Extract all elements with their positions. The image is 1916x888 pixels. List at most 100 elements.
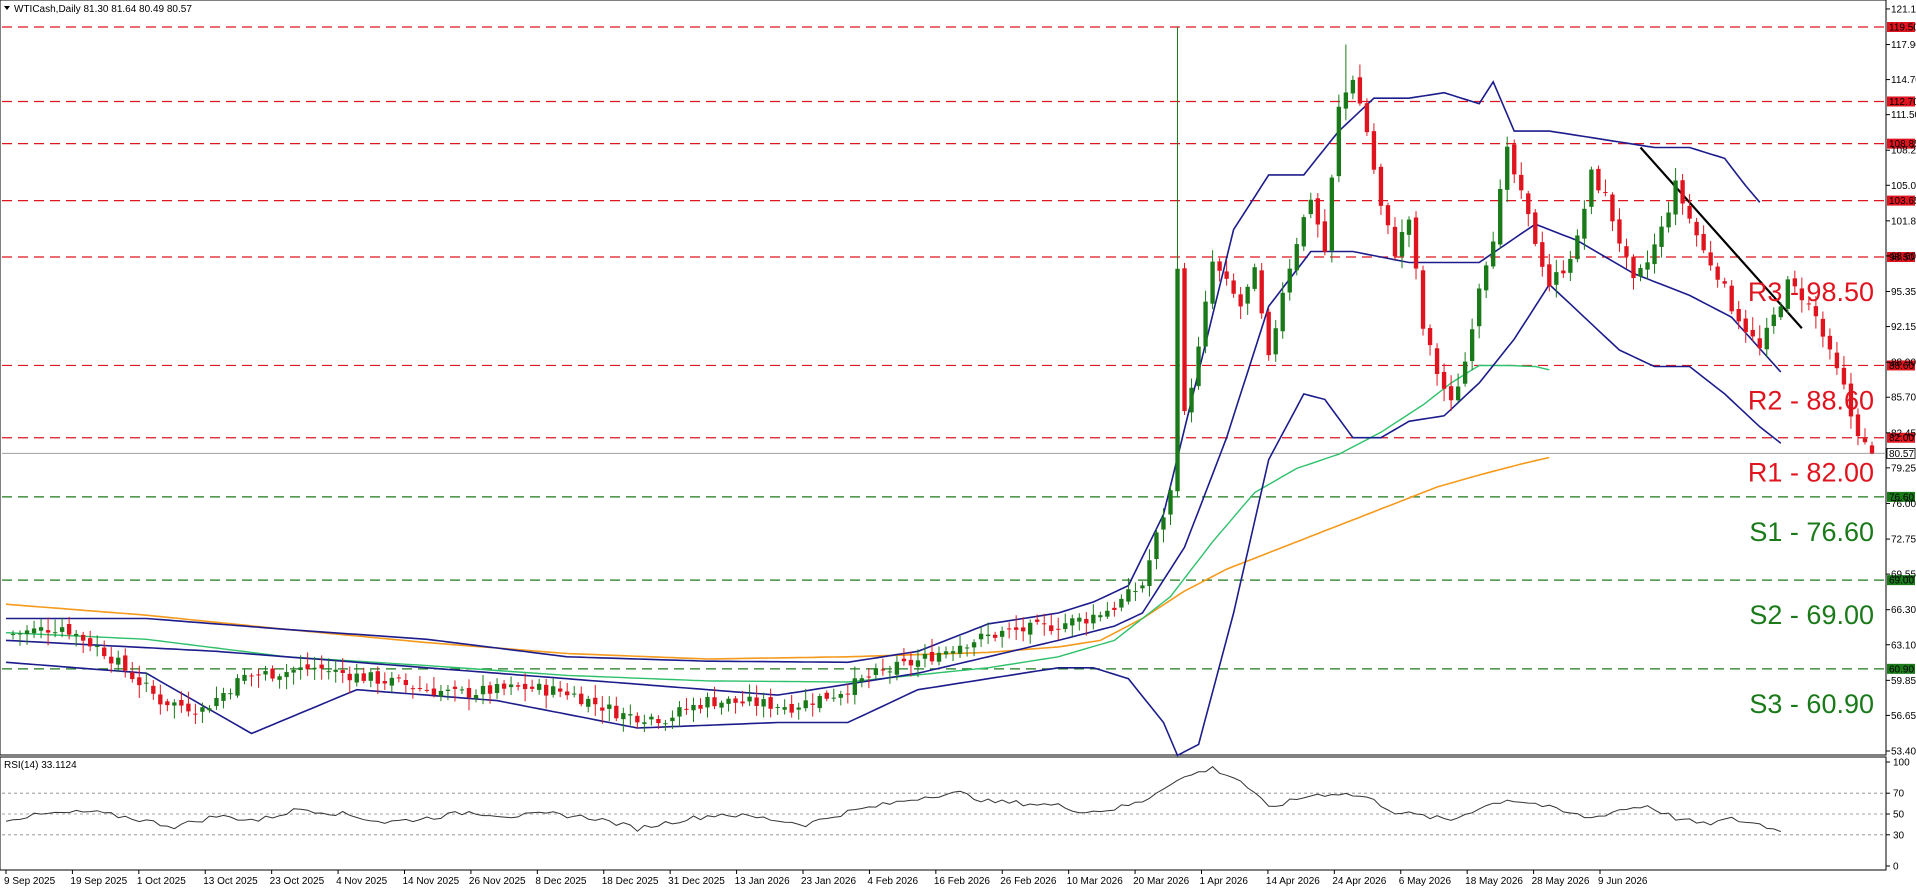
candle: [123, 648, 128, 678]
candle: [228, 688, 233, 700]
candle: [144, 672, 149, 692]
candle-body: [431, 688, 437, 696]
candle-body: [109, 656, 114, 664]
candle-body: [445, 689, 451, 691]
rsi-tick-label-0: 100: [1893, 758, 1910, 769]
candle-body: [754, 697, 759, 706]
candle-body: [1196, 346, 1201, 387]
candle: [1420, 265, 1426, 336]
candle: [1869, 441, 1875, 455]
candle-body: [607, 704, 612, 709]
candle: [894, 656, 900, 681]
candle: [1441, 363, 1447, 402]
resistance-price-tag-5: [1887, 360, 1915, 371]
candle: [565, 683, 570, 700]
candle: [782, 699, 787, 715]
candle: [558, 681, 563, 698]
candle-body: [1610, 194, 1615, 222]
candle-body: [305, 664, 310, 670]
resistance-label-4: R3 - 98.50: [1748, 277, 1874, 307]
candle-body: [52, 632, 58, 634]
candle: [263, 665, 268, 681]
candle-body: [249, 675, 254, 677]
candle: [102, 640, 107, 660]
candle: [172, 699, 177, 719]
candle-body: [459, 689, 465, 691]
candle-body: [1722, 281, 1727, 284]
candle-body: [1301, 217, 1306, 247]
candle: [663, 719, 668, 731]
candle-body: [291, 670, 296, 673]
candle-body: [957, 645, 963, 654]
candle: [31, 620, 37, 638]
candle-body: [158, 694, 163, 705]
candle-body: [1210, 261, 1215, 304]
candle: [235, 674, 240, 698]
candle-body: [810, 703, 815, 705]
candle: [1434, 343, 1440, 386]
time-tick-label-23: 28 May 2026: [1532, 876, 1590, 887]
candle: [165, 699, 170, 712]
candle: [1673, 168, 1678, 226]
candle: [1862, 428, 1868, 445]
candle: [1476, 283, 1482, 339]
resistance-price-tag-text-1: 112.70: [1889, 97, 1916, 108]
downtrend-line[interactable]: [1639, 146, 1803, 329]
candle: [1147, 549, 1152, 597]
candle-body: [1203, 301, 1208, 347]
candle-body: [1217, 261, 1222, 271]
candle: [403, 673, 409, 693]
candle-body: [1308, 199, 1313, 215]
candle-body: [859, 678, 865, 682]
candle-body: [102, 647, 107, 657]
time-tick-label-18: 1 Apr 2026: [1200, 876, 1249, 887]
candle-body: [894, 661, 900, 675]
price-tick-label-14: 76.00: [1891, 499, 1916, 510]
candle-body: [1385, 205, 1391, 226]
candle: [17, 630, 23, 646]
candle-body: [1701, 233, 1706, 251]
candle: [1119, 594, 1124, 612]
candle-body: [1021, 627, 1026, 632]
candle: [1526, 190, 1531, 227]
candle-body: [389, 677, 395, 686]
price-tick-label-1: 117.90: [1891, 40, 1916, 51]
candle: [431, 677, 437, 698]
candle-body: [515, 685, 521, 687]
candle-body: [1785, 279, 1790, 309]
support-price-tag-0: [1887, 491, 1915, 502]
candle-body: [179, 699, 184, 706]
price-tick-label-17: 66.30: [1891, 605, 1916, 616]
candle: [789, 694, 794, 718]
candle-body: [1294, 244, 1299, 271]
price-tick-label-19: 59.85: [1891, 676, 1916, 687]
candle: [1666, 201, 1671, 233]
candle: [1701, 225, 1706, 254]
candle-body: [1757, 338, 1762, 349]
price-tick-label-13: 79.25: [1891, 463, 1916, 474]
candle: [1778, 302, 1783, 320]
candle: [579, 686, 584, 707]
candle: [452, 680, 458, 702]
time-tick-label-2: 1 Oct 2025: [137, 876, 186, 887]
candle-body: [845, 693, 850, 695]
rsi-line: [5, 766, 1781, 833]
candle: [1056, 617, 1061, 641]
candle-body: [1070, 618, 1075, 626]
resistance-price-tag-1: [1887, 96, 1915, 107]
candle: [109, 647, 114, 673]
candle-body: [747, 696, 752, 702]
time-tick-label-0: 9 Sep 2025: [4, 876, 56, 887]
candle: [200, 702, 205, 724]
candle-body: [1659, 226, 1664, 247]
candle-body: [1568, 258, 1573, 273]
candle-body: [817, 696, 822, 709]
candle: [1189, 378, 1194, 423]
candle-body: [1771, 314, 1776, 327]
candle-body: [705, 696, 710, 708]
dropdown-arrow-icon[interactable]: [4, 6, 10, 10]
time-tick-label-21: 6 May 2026: [1399, 876, 1452, 887]
candle-body: [88, 638, 93, 647]
candle-body: [59, 627, 65, 632]
candle-body: [473, 695, 479, 699]
